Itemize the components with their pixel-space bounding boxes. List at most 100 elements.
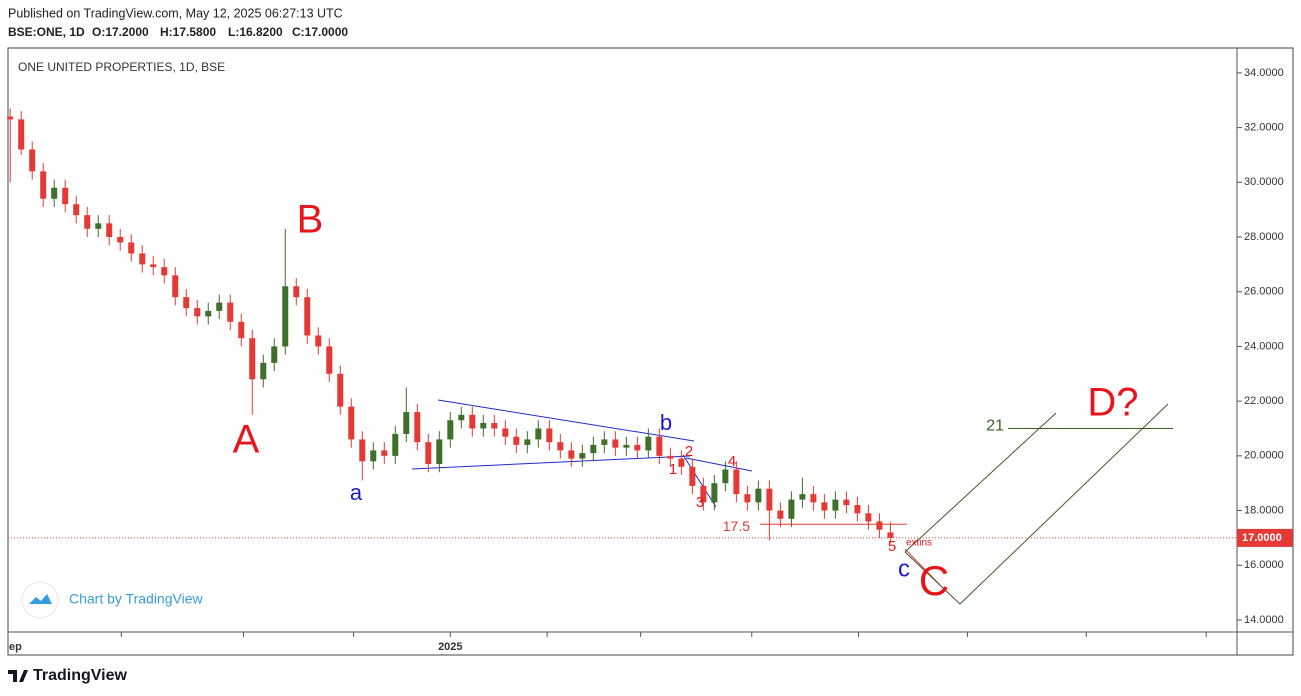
candle-body [18,119,25,150]
candle-body [7,116,14,120]
channel-line [904,551,961,605]
candle-body [128,242,135,254]
watermark-icon [29,594,52,604]
candle-body [832,499,839,511]
candle-body [513,436,520,445]
candle-body [557,442,564,451]
watermark-logo [21,581,59,619]
candle-body [546,428,553,443]
candle-body [568,450,575,459]
candle-body [502,428,509,437]
frame [7,47,1294,656]
candle-body [579,453,586,459]
wave-label: B [297,198,324,242]
candle-body [711,483,718,503]
candle-body [282,286,289,347]
chart-title: ONE UNITED PROPERTIES, 1D, BSE [18,60,225,74]
candle-body [304,297,311,336]
trendline [437,399,695,442]
wave-label: c [898,555,910,582]
candle-body [84,215,91,229]
candle-body [491,423,498,429]
wave-label: extins [906,538,932,549]
y-tick-label: 34.0000 [1244,67,1284,79]
candle-body [777,510,784,519]
candle-body [238,321,245,339]
candle-body [535,428,542,440]
y-tick-label: 26.0000 [1244,286,1284,298]
level-label: 17.5 [723,518,750,534]
drawings [411,399,1169,605]
y-tick-label: 28.0000 [1244,231,1284,243]
y-tick-label: 14.0000 [1244,614,1284,626]
candle-body [700,485,707,503]
x-tick-label: ep [9,641,22,653]
candle-body [117,237,124,243]
candle-body [95,223,102,229]
candle-body [678,458,685,467]
candle-body [51,187,58,199]
candle-body [766,488,773,511]
candle-body [865,513,872,522]
ohlc-low: L:16.8200 [228,25,283,39]
candle-body [40,171,47,199]
ohlc-open: O:17.2000 [92,25,149,39]
candle-body [744,494,751,503]
candle-body [810,494,817,503]
wave-label: 2 [685,443,693,460]
footer-logo: TradingView [8,667,128,684]
candle-body [645,436,652,451]
candle-body [326,346,333,374]
candle-body [799,494,806,500]
logo-icon [8,670,28,682]
candle-body [722,469,729,484]
candle-body [183,297,190,309]
symbol: BSE:ONE, 1D [8,25,85,39]
watermark: Chart by TradingView [21,581,203,619]
channel-line [959,403,1169,605]
candle-body [216,302,223,311]
level-label: 21 [986,418,1004,435]
wave-label: 1 [669,461,677,478]
candle-body [667,455,674,459]
candle-body [458,414,465,421]
y-tick-label: 24.0000 [1244,340,1284,352]
candle-body [359,439,366,462]
wave-label: A [233,418,260,462]
wave-label: 5 [888,538,896,555]
candle-body [612,439,619,448]
candle-body [876,521,883,530]
candle-body [469,414,476,429]
candle-body [293,286,300,298]
candle-body [601,439,608,445]
wave-label: 3 [696,494,704,511]
candle-body [73,204,80,216]
candle-body [425,442,432,465]
x-tick-label: 2025 [438,641,462,653]
trendline [682,454,717,508]
candle-body [414,412,421,443]
candle-body [106,223,113,238]
candle-body [62,187,69,205]
candle-body [370,450,377,462]
candle-body [29,149,36,172]
candle-body [249,338,256,380]
candle-body [887,532,894,538]
y-tick-label: 30.0000 [1244,176,1284,188]
watermark-text: Chart by TradingView [69,591,203,607]
candle-body [337,373,344,407]
candle-body [315,335,322,347]
candle-body [392,433,399,456]
y-tick-label: 32.0000 [1244,122,1284,134]
ohlc-close: C:17.0000 [292,25,348,39]
trendline [685,457,753,472]
wave-label: a [350,480,363,505]
ohlc-high: H:17.5800 [160,25,216,39]
candle-body [656,436,663,456]
candle-body [634,444,641,451]
candle-body [689,466,696,486]
wave-label: D? [1087,381,1138,425]
candle-body [733,469,740,495]
candle-body [623,444,630,448]
